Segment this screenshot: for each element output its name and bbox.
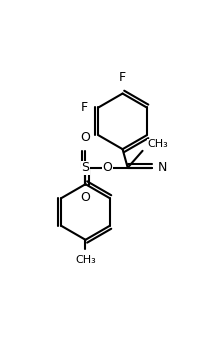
Text: O: O bbox=[81, 131, 90, 144]
Text: O: O bbox=[102, 161, 112, 174]
Text: CH₃: CH₃ bbox=[75, 255, 96, 265]
Text: F: F bbox=[81, 101, 88, 114]
Text: F: F bbox=[119, 70, 126, 84]
Text: O: O bbox=[81, 191, 90, 204]
Text: N: N bbox=[158, 161, 168, 174]
Text: S: S bbox=[82, 161, 89, 174]
Text: CH₃: CH₃ bbox=[147, 139, 168, 149]
